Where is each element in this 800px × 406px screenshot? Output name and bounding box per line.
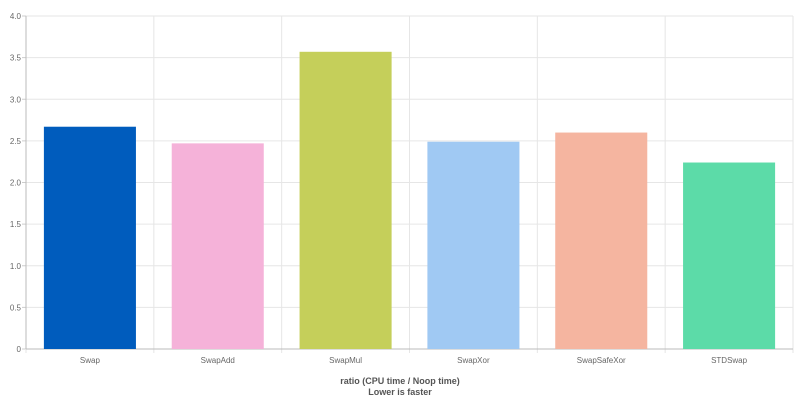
y-tick-label: 3.0 bbox=[10, 95, 22, 104]
y-tick-label: 0.5 bbox=[10, 303, 22, 312]
bar-stdswap bbox=[683, 162, 776, 349]
bar-swapadd bbox=[171, 143, 264, 349]
x-axis-subtitle: Lower is faster bbox=[368, 387, 432, 397]
y-tick-label: 0 bbox=[17, 345, 22, 354]
bar-swapsafexor bbox=[555, 132, 648, 349]
x-axis-title: ratio (CPU time / Noop time) bbox=[340, 376, 460, 386]
y-tick-label: 1.5 bbox=[10, 220, 22, 229]
bar-swapxor bbox=[427, 141, 520, 349]
bar-swap bbox=[43, 126, 136, 349]
y-tick-label: 2.5 bbox=[10, 137, 22, 146]
y-tick-label: 1.0 bbox=[10, 262, 22, 271]
y-tick-label: 4.0 bbox=[10, 12, 22, 21]
x-tick-label: STDSwap bbox=[711, 356, 748, 365]
x-tick-label: SwapAdd bbox=[201, 356, 235, 365]
y-tick-label: 3.5 bbox=[10, 54, 22, 63]
y-tick-label: 2.0 bbox=[10, 179, 22, 188]
x-tick-label: SwapXor bbox=[457, 356, 490, 365]
x-tick-label: SwapMul bbox=[329, 356, 362, 365]
x-tick-label: SwapSafeXor bbox=[577, 356, 626, 365]
bar-swapmul bbox=[299, 51, 392, 350]
x-tick-label: Swap bbox=[80, 356, 101, 365]
